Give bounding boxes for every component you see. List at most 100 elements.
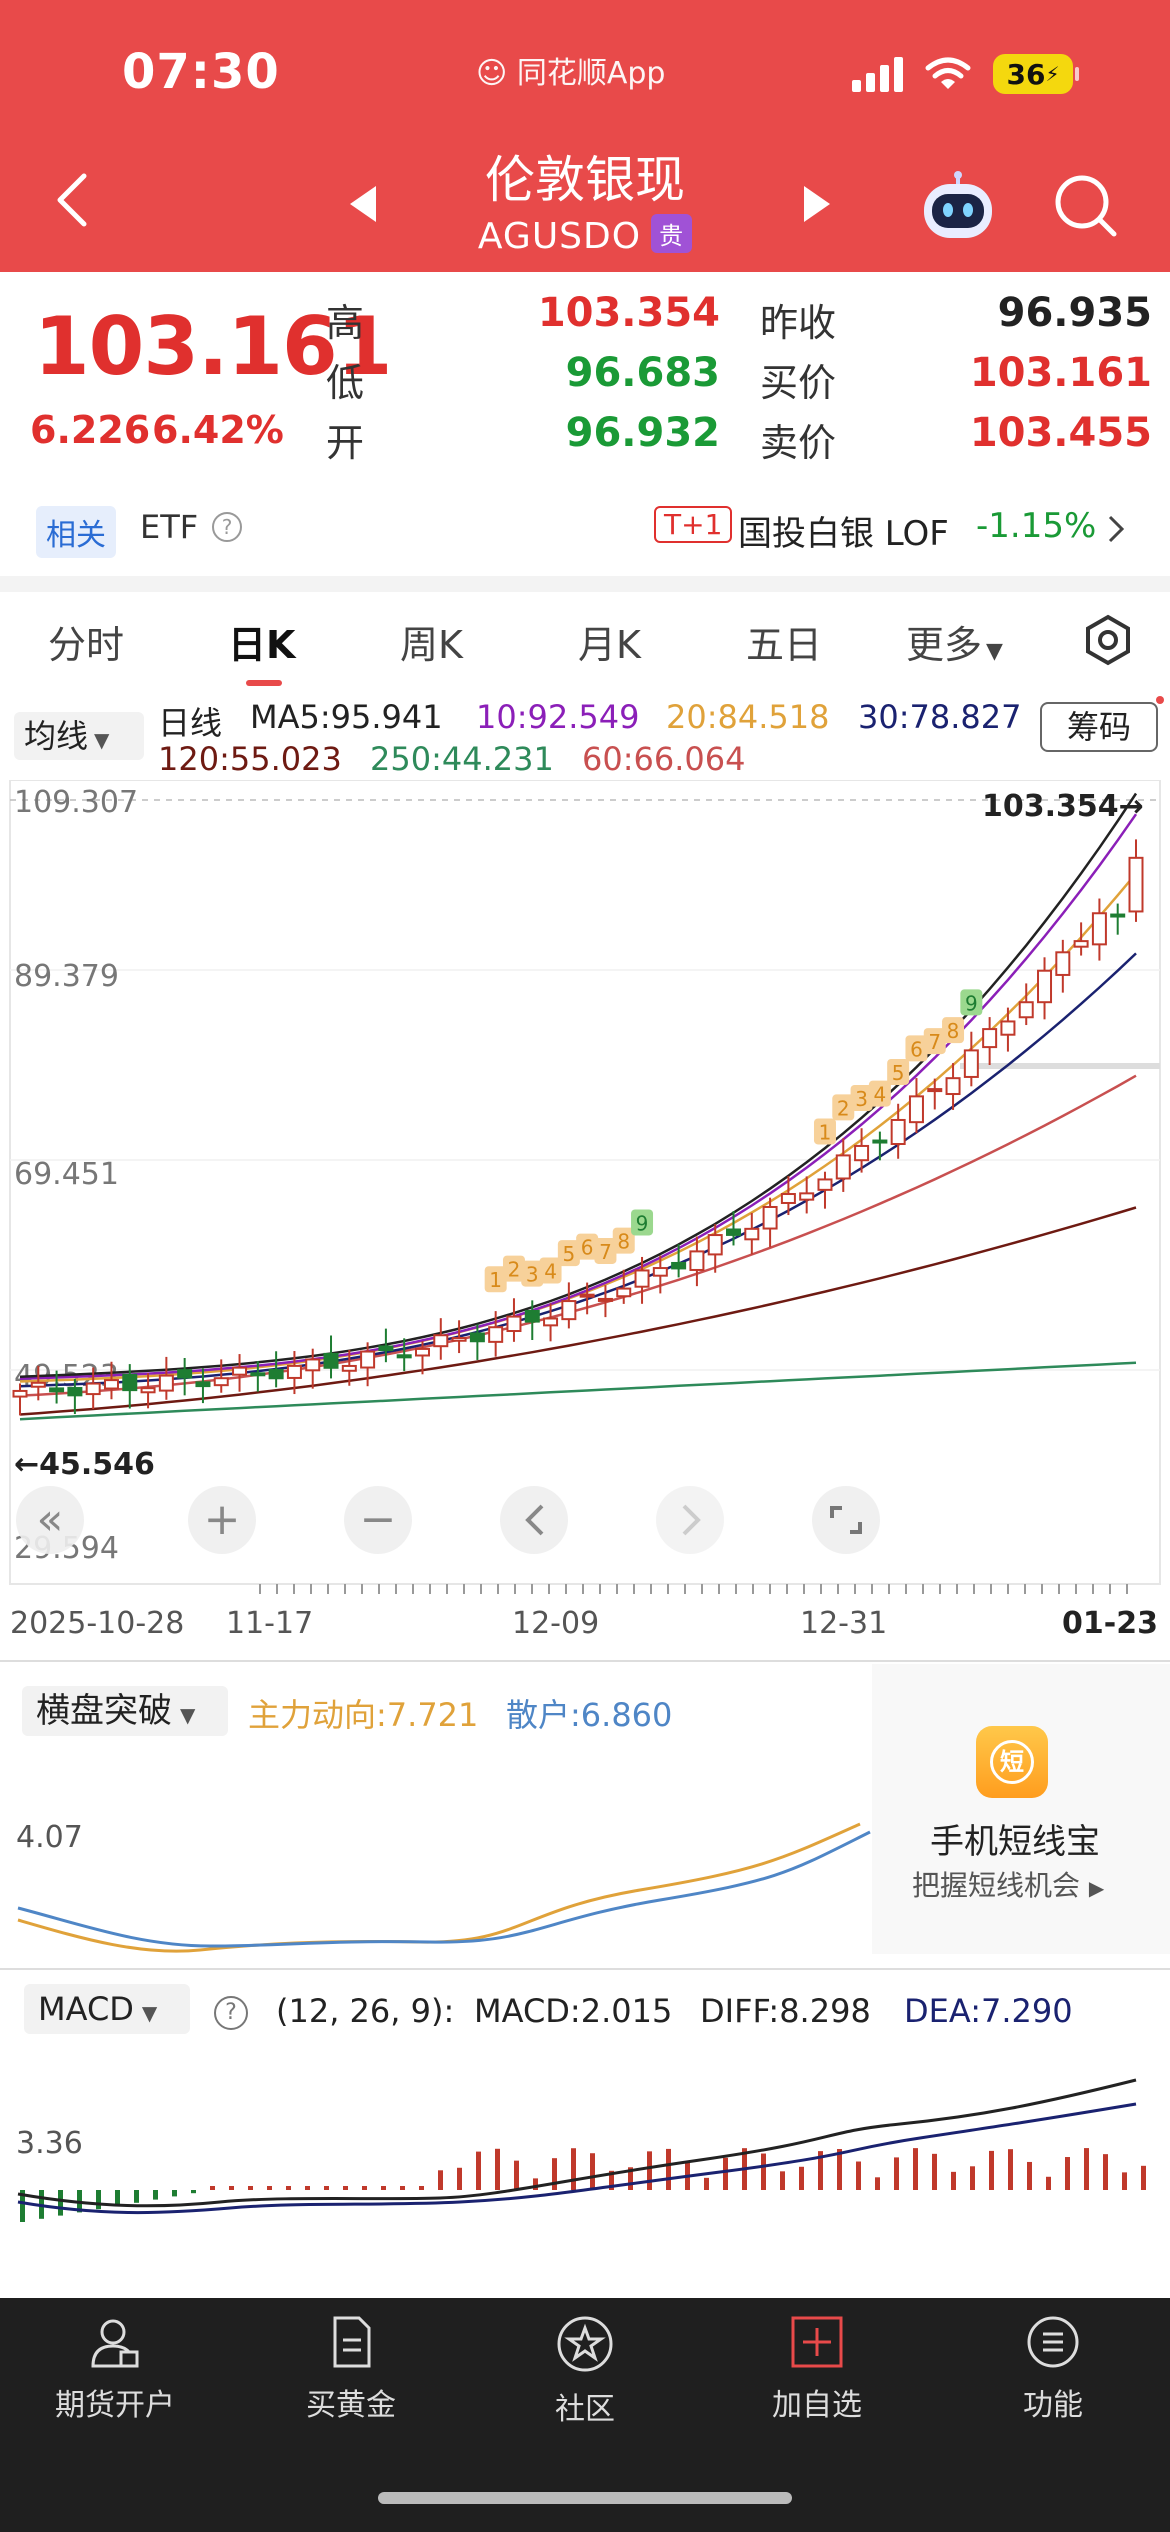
tab-daily-k[interactable]: 日K <box>228 623 296 667</box>
indicator-select[interactable]: 横盘突破 ▼ <box>22 1686 228 1736</box>
candle-body <box>1000 1020 1016 1036</box>
nav-buy-gold[interactable]: 买黄金 <box>266 2314 436 2424</box>
kline-chart[interactable]: 109.307 89.379 69.451 49.523 29.594 103.… <box>0 780 1170 1604</box>
td-mark <box>923 1028 946 1055</box>
chevron-right-icon[interactable] <box>1106 514 1126 544</box>
candle-body <box>158 1374 174 1392</box>
candle-body <box>268 1368 284 1380</box>
macd-bar <box>1008 2149 1013 2190</box>
back-icon[interactable] <box>50 170 94 230</box>
td-mark <box>832 1094 855 1121</box>
macd-bar <box>343 2186 348 2190</box>
ma-period-label: 日线 <box>158 704 223 742</box>
next-instrument-icon[interactable] <box>800 184 834 224</box>
prev-instrument-icon[interactable] <box>346 184 380 224</box>
candle-body <box>451 1337 467 1342</box>
tab-monthly-k[interactable]: 月K <box>578 623 641 667</box>
precious-metal-badge: 贵 <box>651 214 693 253</box>
pan-right-icon[interactable] <box>682 1504 701 1536</box>
macd-bar <box>286 2186 291 2190</box>
prev-close-label: 昨收 <box>760 301 837 345</box>
macd-bar <box>590 2153 595 2190</box>
td-mark-label: 7 <box>599 1240 612 1264</box>
indicator-y-label: 4.07 <box>16 1820 83 1855</box>
x-axis-ticks <box>259 1584 1128 1594</box>
prev-close-value: 96.935 <box>997 290 1152 336</box>
pan-left-icon[interactable] <box>525 1504 544 1536</box>
high-price-marker: 103.354→ <box>982 789 1144 824</box>
tab-five-day[interactable]: 五日 <box>746 623 823 667</box>
zoom-controls: « + − <box>16 1486 880 1554</box>
td-mark <box>850 1084 873 1111</box>
ask-value: 103.455 <box>969 410 1152 456</box>
ma60-value: 60:66.064 <box>582 740 746 778</box>
macd-bar <box>894 2157 899 2190</box>
dea-value: DEA:7.290 <box>904 1992 1073 2030</box>
ma-indicator-select[interactable]: 均线 ▼ <box>14 712 144 760</box>
macd-select[interactable]: MACD ▼ <box>24 1984 190 2034</box>
promo-card[interactable] <box>872 1664 1170 1954</box>
ma30-value: 30:78.827 <box>858 698 1022 736</box>
zoom-out-icon[interactable]: − <box>360 1494 397 1545</box>
candle-body <box>103 1379 119 1390</box>
macd-bar <box>419 2186 424 2190</box>
search-icon[interactable] <box>1052 172 1118 238</box>
macd-bar <box>58 2190 63 2216</box>
promo-subtitle[interactable]: 把握短线机会 ▶ <box>912 1869 1105 1902</box>
macd-bar <box>799 2166 804 2190</box>
candle-body <box>689 1250 705 1271</box>
nav-add-watchlist[interactable]: 加自选 <box>732 2314 902 2424</box>
macd-bar <box>932 2153 937 2190</box>
candle-body <box>890 1118 906 1146</box>
related-fund-name[interactable]: 国投白银 LOF <box>738 514 949 554</box>
tab-more[interactable]: 更多 ▼ <box>906 623 1003 667</box>
related-etf-link[interactable]: ETF <box>140 508 199 546</box>
zoom-in-icon[interactable]: + <box>204 1494 241 1545</box>
macd-bar <box>267 2186 272 2190</box>
fullscreen-icon[interactable] <box>830 1506 862 1534</box>
price-change-pct: 6.42% <box>152 408 284 452</box>
notification-dot <box>1156 696 1164 704</box>
macd-bar <box>609 2170 614 2190</box>
chip-distribution-button[interactable]: 筹码 <box>1040 702 1158 752</box>
nav-futures-account[interactable]: 期货开户 <box>30 2314 200 2424</box>
community-star-icon <box>557 2316 613 2372</box>
td-mark <box>905 1035 928 1062</box>
tab-intraday[interactable]: 分时 <box>48 623 125 667</box>
candle-body <box>341 1364 357 1372</box>
candle-body <box>1073 940 1089 948</box>
wifi-icon <box>925 57 971 89</box>
td-mark <box>539 1257 562 1284</box>
candle-body <box>543 1317 559 1327</box>
battery-icon: 36 ⚡ <box>993 54 1079 94</box>
candle-body <box>652 1267 668 1277</box>
status-indicators: 36 ⚡ <box>852 52 1079 96</box>
candle-body <box>232 1366 248 1376</box>
home-indicator[interactable] <box>378 2492 792 2504</box>
candle-body <box>726 1228 742 1236</box>
macd-bar <box>970 2166 975 2190</box>
main-force-value: 主力动向:7.721 <box>248 1696 479 1734</box>
macd-bar <box>400 2186 405 2190</box>
help-icon[interactable]: ? <box>214 1996 248 2030</box>
macd-params: (12, 26, 9): <box>276 1992 455 2030</box>
high-value: 103.354 <box>537 290 720 336</box>
macd-bar <box>362 2186 367 2190</box>
tab-weekly-k[interactable]: 周K <box>400 623 463 667</box>
macd-bar <box>951 2171 956 2190</box>
low-value: 96.683 <box>565 350 720 396</box>
candle-body <box>835 1154 851 1180</box>
promo-title[interactable]: 手机短线宝 <box>930 1822 1100 1862</box>
td-mark-label: 1 <box>489 1268 502 1292</box>
nav-community[interactable]: 社区 <box>500 2314 670 2428</box>
candle-body <box>213 1377 229 1387</box>
scroll-to-start-icon[interactable]: « <box>37 1494 64 1545</box>
robot-assistant-icon[interactable] <box>918 170 998 242</box>
active-tab-indicator <box>246 680 282 686</box>
chart-settings-icon[interactable] <box>1082 614 1134 666</box>
dropdown-caret-icon: ▼ <box>986 639 1003 664</box>
y-axis-label: 89.379 <box>14 959 119 994</box>
promo-icon[interactable]: 短 <box>976 1726 1048 1798</box>
nav-functions[interactable]: 功能 <box>968 2314 1138 2424</box>
help-icon[interactable]: ? <box>212 512 242 542</box>
